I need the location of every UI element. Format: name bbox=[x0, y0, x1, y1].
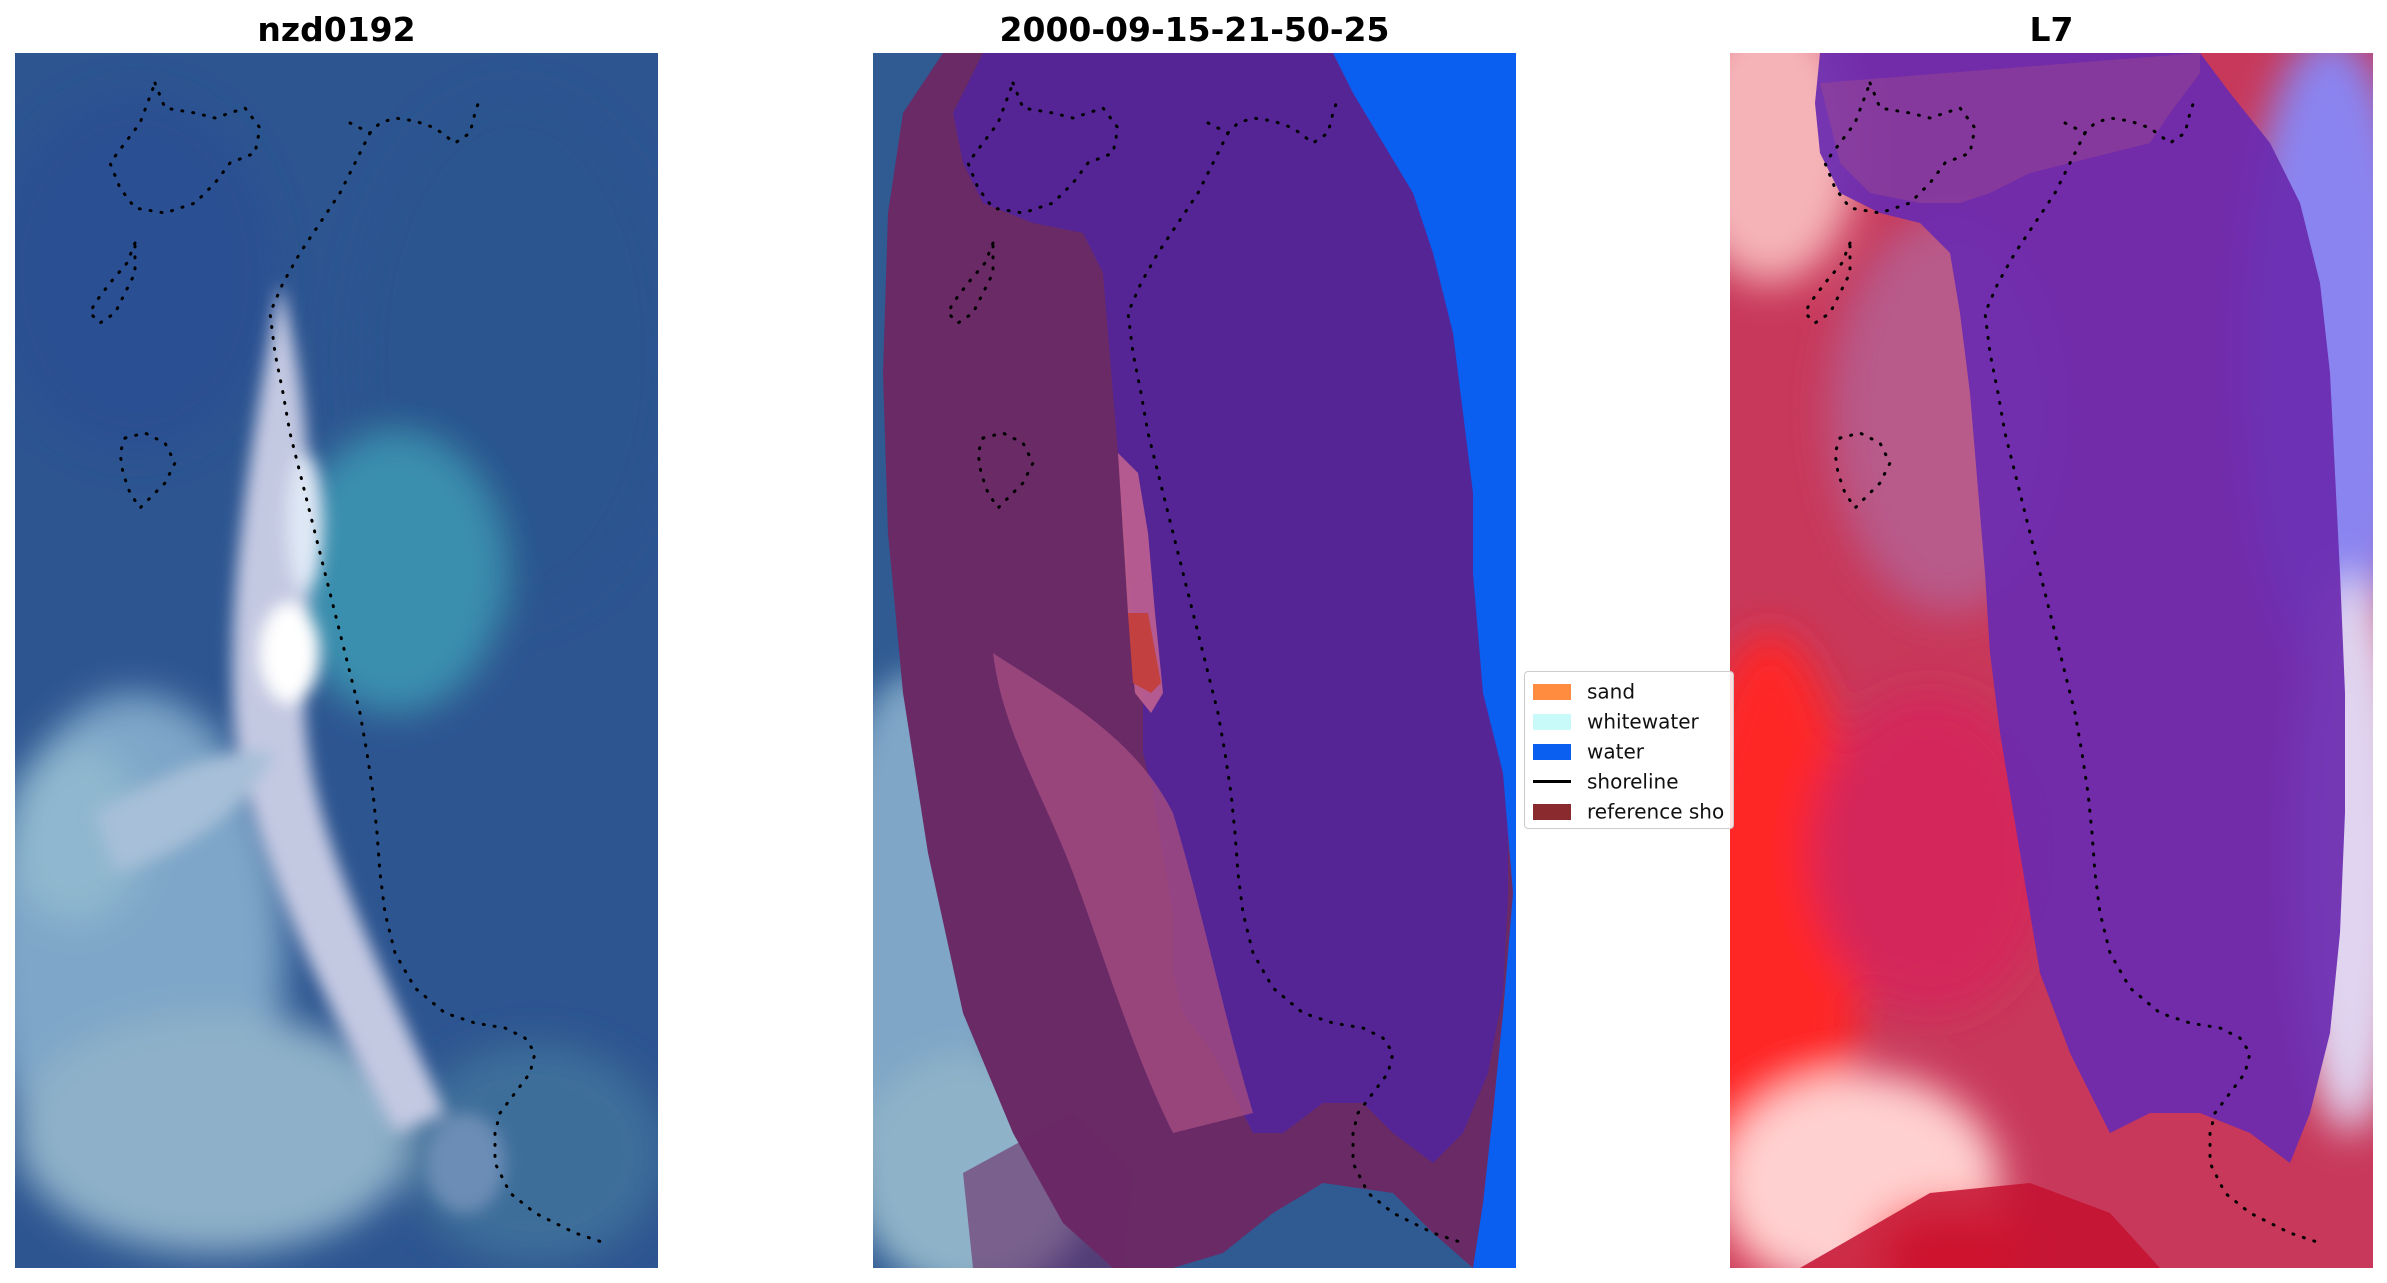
legend-label-shoreline: shoreline bbox=[1587, 769, 1679, 794]
legend-line-shoreline bbox=[1533, 780, 1571, 783]
water-region bbox=[953, 53, 1508, 1163]
index-image bbox=[1730, 53, 2373, 1268]
legend-swatch-reference-shoreline bbox=[1533, 803, 1571, 820]
legend-label-whitewater: whitewater bbox=[1587, 709, 1699, 734]
rgb-image-svg bbox=[15, 53, 658, 1268]
sand-pixels bbox=[1128, 613, 1161, 693]
lower-red-band bbox=[1800, 1183, 2160, 1268]
lower-land-blend bbox=[963, 1113, 1133, 1268]
classified-image-svg bbox=[873, 53, 1516, 1268]
legend-item-whitewater: whitewater bbox=[1533, 707, 1699, 734]
legend-swatch-sand bbox=[1533, 683, 1571, 700]
legend-swatch-whitewater bbox=[1533, 713, 1571, 730]
legend-item-reference-shoreline: reference sho bbox=[1533, 797, 1725, 824]
legend-item-sand: sand bbox=[1533, 677, 1636, 704]
index-image-svg bbox=[1730, 53, 2373, 1268]
upper-mixed-region bbox=[1820, 53, 2200, 203]
panel-title-rgb: nzd0192 bbox=[257, 10, 416, 49]
legend-item-water: water bbox=[1533, 737, 1644, 764]
legend: sand whitewater water shoreline referenc… bbox=[1524, 671, 1734, 829]
water-class-region bbox=[1333, 53, 1516, 1268]
legend-label-reference-shoreline: reference sho bbox=[1587, 799, 1725, 824]
panel-title-index: L7 bbox=[2029, 10, 2074, 49]
legend-label-sand: sand bbox=[1587, 679, 1636, 704]
negative-index-region bbox=[1815, 53, 2345, 1163]
legend-swatch-water bbox=[1533, 743, 1571, 760]
reef-land-blend bbox=[993, 653, 1253, 1133]
panel-title-classified: 2000-09-15-21-50-25 bbox=[999, 10, 1390, 49]
classified-image bbox=[873, 53, 1516, 1268]
legend-item-shoreline: shoreline bbox=[1533, 767, 1679, 794]
legend-label-water: water bbox=[1587, 739, 1644, 764]
rgb-satellite-image bbox=[15, 53, 658, 1268]
